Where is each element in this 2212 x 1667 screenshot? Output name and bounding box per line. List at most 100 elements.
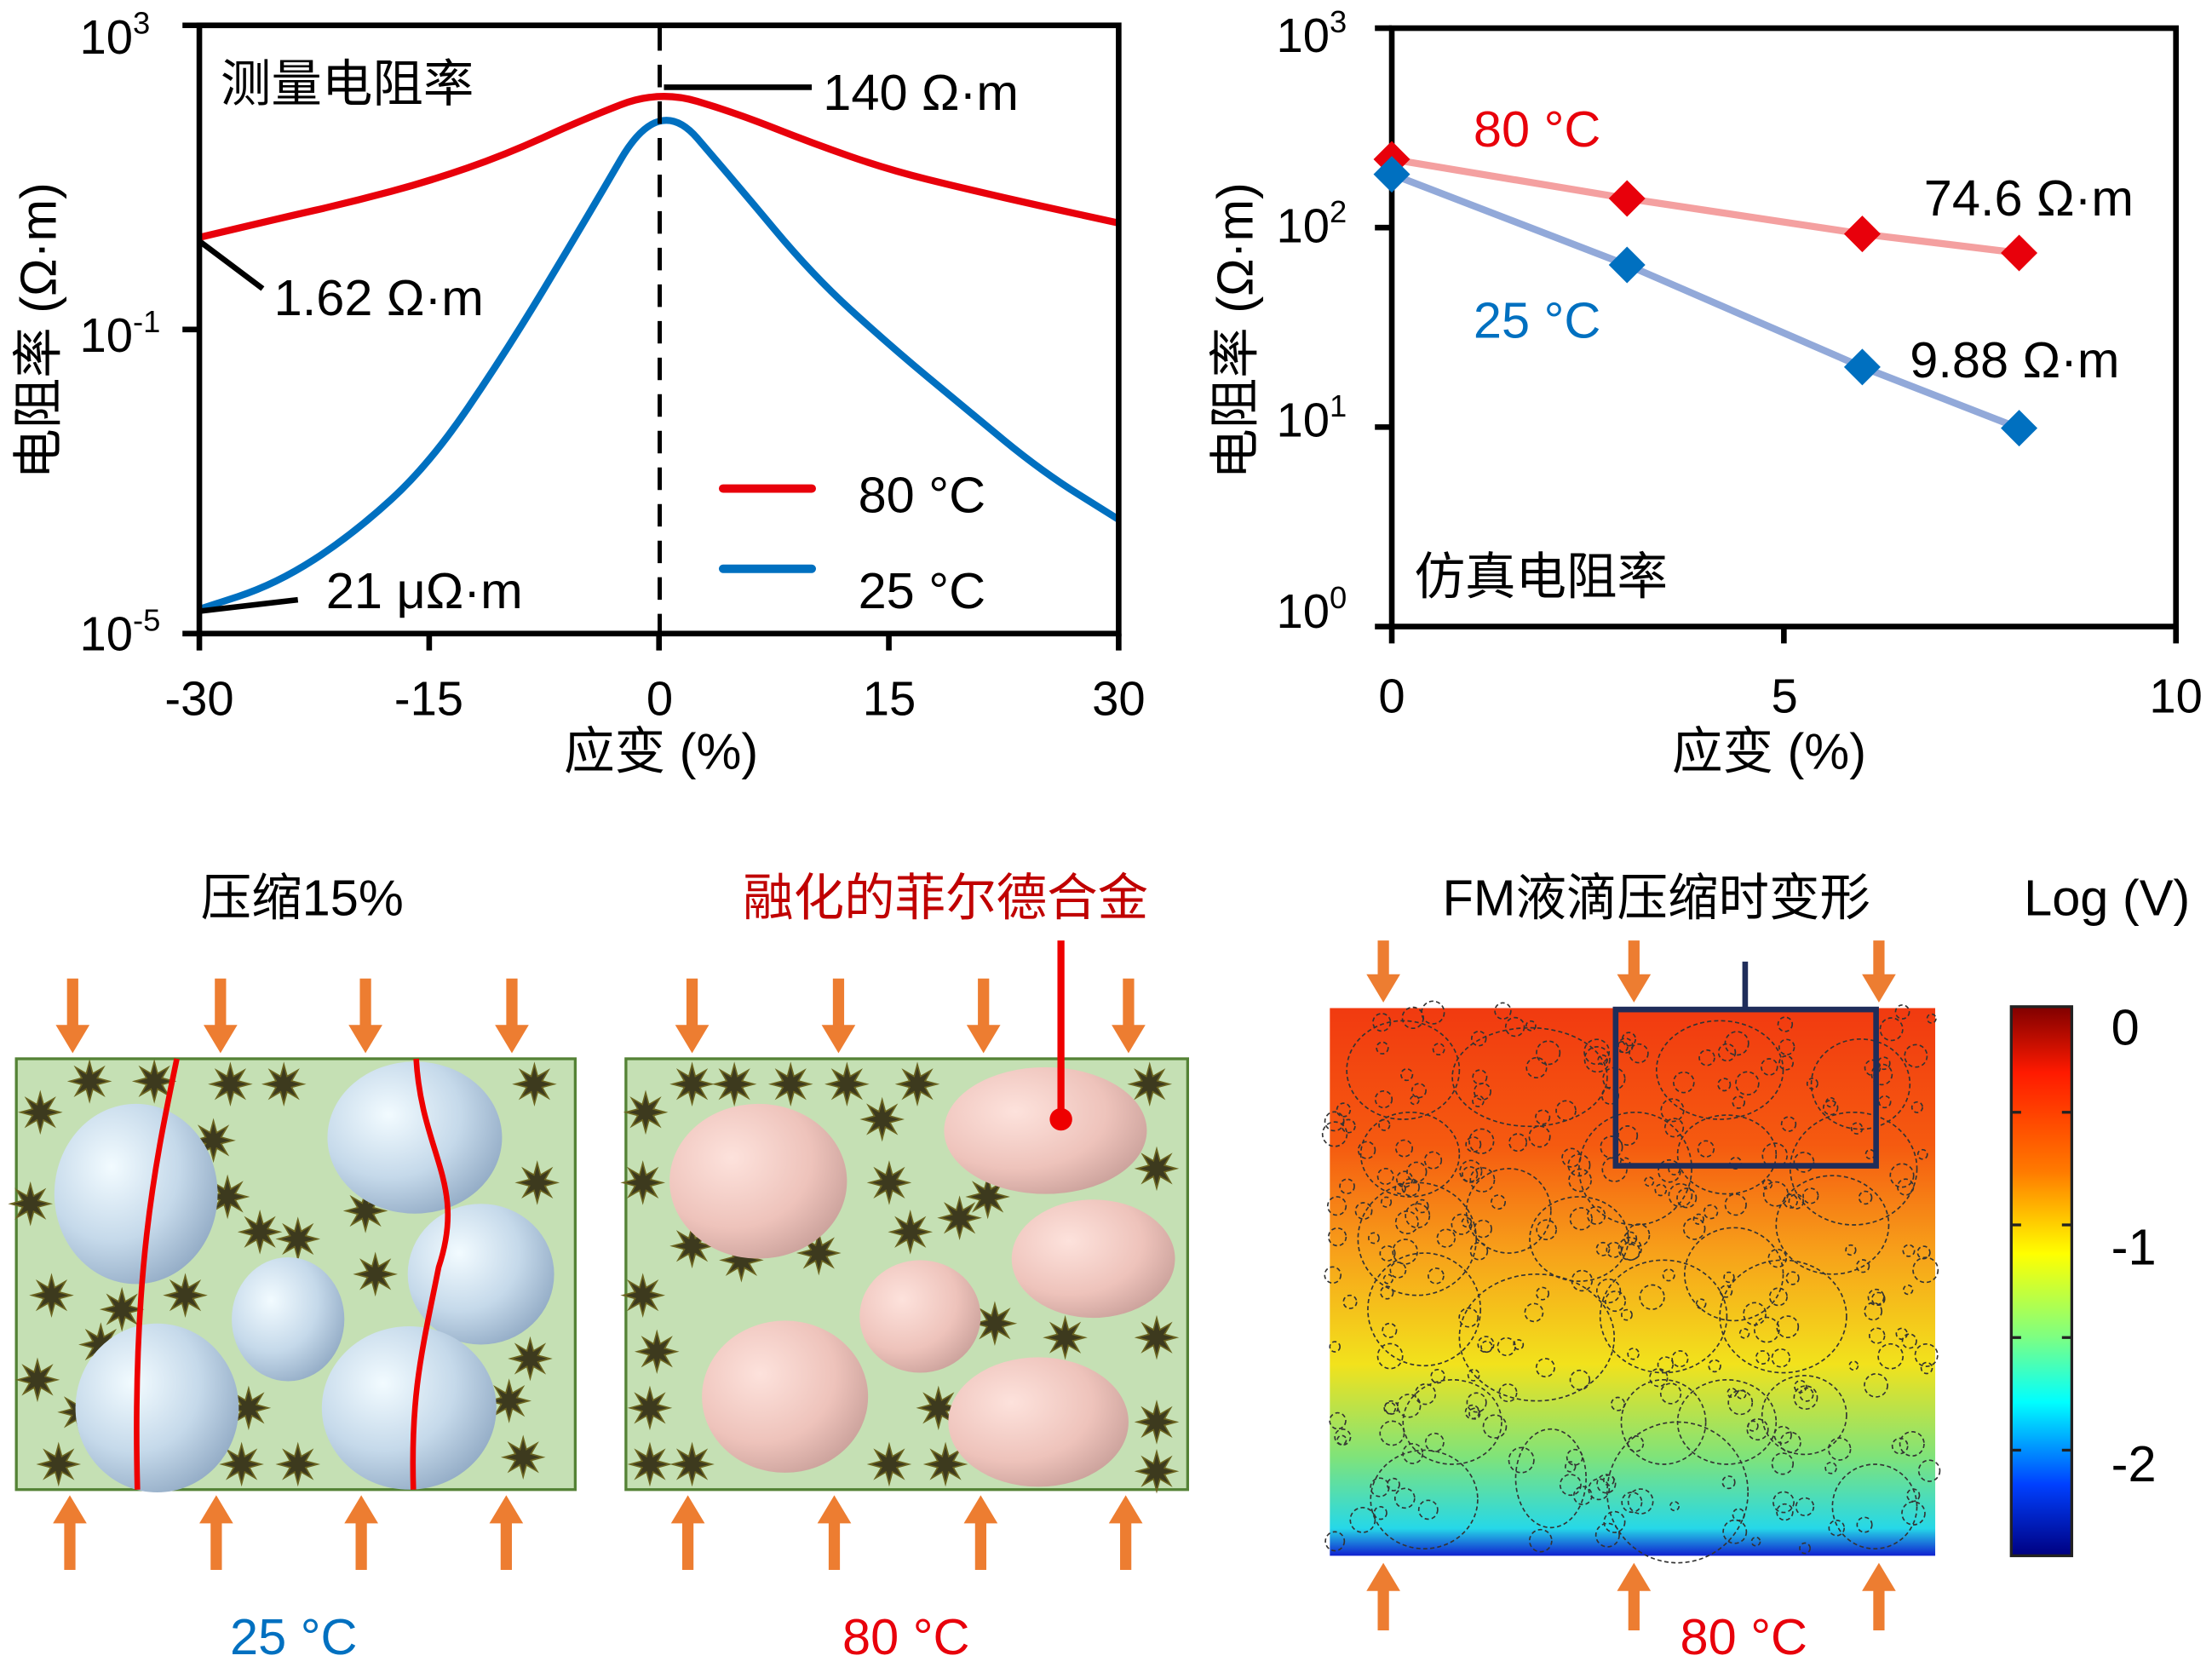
compression-arrow-icon (199, 1495, 233, 1570)
fm-microdroplet (1669, 1501, 1681, 1512)
data-point-25c (2001, 410, 2038, 447)
fm-microdroplet (1423, 1151, 1443, 1170)
filler-particle-icon (859, 1096, 905, 1142)
fm-microdroplet (1564, 1461, 1577, 1473)
filler-particle-icon (623, 1089, 669, 1135)
fm-microdroplet (1372, 1013, 1392, 1032)
solid-droplet (321, 1326, 497, 1490)
fm-microdroplet (1482, 1414, 1508, 1439)
fm-microdroplet (1368, 1232, 1380, 1245)
fm-microdroplet (1869, 1327, 1886, 1344)
fm-microdroplet (1772, 1491, 1795, 1514)
fm-microdroplet (1660, 1098, 1685, 1123)
fm-microdroplet (1827, 1437, 1852, 1461)
colorbar-tick-label: -1 (2111, 1218, 2157, 1275)
filler-particle-icon (711, 1061, 757, 1107)
filler-particle-icon (1043, 1314, 1088, 1360)
fm-microdroplet (1339, 1178, 1355, 1195)
fm-microdroplet (1768, 1287, 1788, 1307)
fm-droplet (1458, 1273, 1616, 1402)
fm-microdroplet (1472, 1095, 1485, 1107)
fm-microdroplet (1776, 1315, 1800, 1339)
fm-microdroplet (1324, 1111, 1345, 1132)
fm-microdroplet (1395, 1139, 1413, 1158)
fm-droplet (1655, 1020, 1784, 1120)
fm-microdroplet (1583, 1038, 1611, 1066)
temp-label-80c: 80 °C (842, 1608, 969, 1665)
fm-microdroplet (1583, 1046, 1611, 1073)
x-axis-label: 应变 (%) (564, 722, 758, 779)
conduction-path (410, 1058, 451, 1490)
fm-microdroplet (1912, 1256, 1939, 1284)
fm-microdroplet (1895, 1327, 1908, 1340)
y-tick-label: 102 (1276, 194, 1347, 252)
fm-microdroplet (1663, 1118, 1685, 1138)
fm-microdroplet (1383, 1401, 1397, 1415)
fm-microdroplet (1785, 1271, 1800, 1285)
fm-microdroplet (1627, 1434, 1645, 1452)
filler-particle-icon (261, 1061, 307, 1107)
fm-microdroplet (1395, 1170, 1414, 1188)
series-label-25c: 25 °C (1474, 292, 1600, 349)
fm-microdroplet (1878, 1095, 1892, 1109)
fm-microdroplet (1876, 1056, 1891, 1071)
fm-microdroplet (1559, 1474, 1582, 1497)
fm-microdroplet (1754, 1316, 1780, 1343)
filler-particle-icon (131, 1059, 177, 1104)
fm-microdroplet (1470, 1030, 1487, 1047)
fm-microdroplet (1920, 1361, 1933, 1375)
measured-resistivity-chart: 103 10-1 10-5 -30 -15 0 15 30 应变 (%) 电阻率… (9, 6, 1145, 780)
fm-microdroplet (1596, 1474, 1617, 1494)
fm-microdroplet (1703, 1204, 1719, 1220)
fm-microdroplet (1324, 1531, 1346, 1552)
fm-microdroplet (1695, 1298, 1707, 1309)
fm-microdroplet (1436, 1228, 1456, 1248)
filler-particle-icon (29, 1273, 74, 1318)
fm-microdroplet (1405, 1203, 1431, 1229)
fm-microdroplet (1644, 1176, 1655, 1187)
filler-particle-icon (824, 1061, 870, 1107)
fm-microdroplet (1692, 1213, 1704, 1225)
fm-droplet (1402, 1378, 1502, 1465)
filler-particle-icon (14, 1357, 60, 1403)
x-tick-label: -15 (394, 672, 463, 726)
fm-microdroplet (1780, 1116, 1797, 1132)
x-tick-label: 0 (646, 672, 673, 726)
fm-microdroplet (1326, 1196, 1347, 1216)
fm-droplet (1810, 1038, 1911, 1130)
fm-microdroplet (1430, 1368, 1445, 1384)
series-line-80c (1391, 155, 2020, 257)
colorbar-title: Log (V) (2024, 869, 2190, 926)
fm-microdroplet (1376, 1167, 1394, 1186)
fm-microdroplet (1864, 1373, 1888, 1398)
fm-microdroplet (1783, 1193, 1798, 1209)
fm-microdroplet (1480, 1340, 1493, 1354)
measured-curves (199, 93, 1119, 613)
fm-droplet (1465, 1168, 1552, 1254)
fm-microdroplet (1424, 1432, 1445, 1452)
fm-microdroplet (1845, 1244, 1857, 1256)
fm-droplet (1761, 1375, 1847, 1456)
fm-microdroplet (1779, 1431, 1801, 1453)
filler-particle-icon (8, 1181, 54, 1227)
fm-droplet (1775, 1175, 1890, 1275)
fm-microdroplet (1380, 1196, 1393, 1208)
fm-microdroplet (1806, 1078, 1818, 1090)
fm-microdroplet (1461, 1216, 1472, 1228)
fm-microdroplet (1605, 1290, 1627, 1313)
fm-microdroplet (1611, 1396, 1626, 1411)
fm-microdroplet (1697, 1140, 1715, 1158)
fm-microdroplet (1342, 1294, 1358, 1309)
fm-microdroplet (1767, 1248, 1788, 1268)
fm-microdroplet (1394, 1182, 1406, 1195)
fm-microdroplet (1848, 1360, 1859, 1371)
fm-microdroplet (1451, 1213, 1473, 1235)
fm-microdroplet (1777, 1016, 1794, 1032)
filler-particle-icon (767, 1061, 813, 1107)
compression-arrow-icon (1617, 940, 1652, 1003)
data-point-25c (1843, 348, 1881, 386)
filler-particle-icon (627, 1385, 673, 1431)
fm-microdroplet (1469, 1241, 1489, 1261)
fm-microdroplet (1760, 1058, 1778, 1076)
fm-microdroplet (1384, 1400, 1399, 1415)
